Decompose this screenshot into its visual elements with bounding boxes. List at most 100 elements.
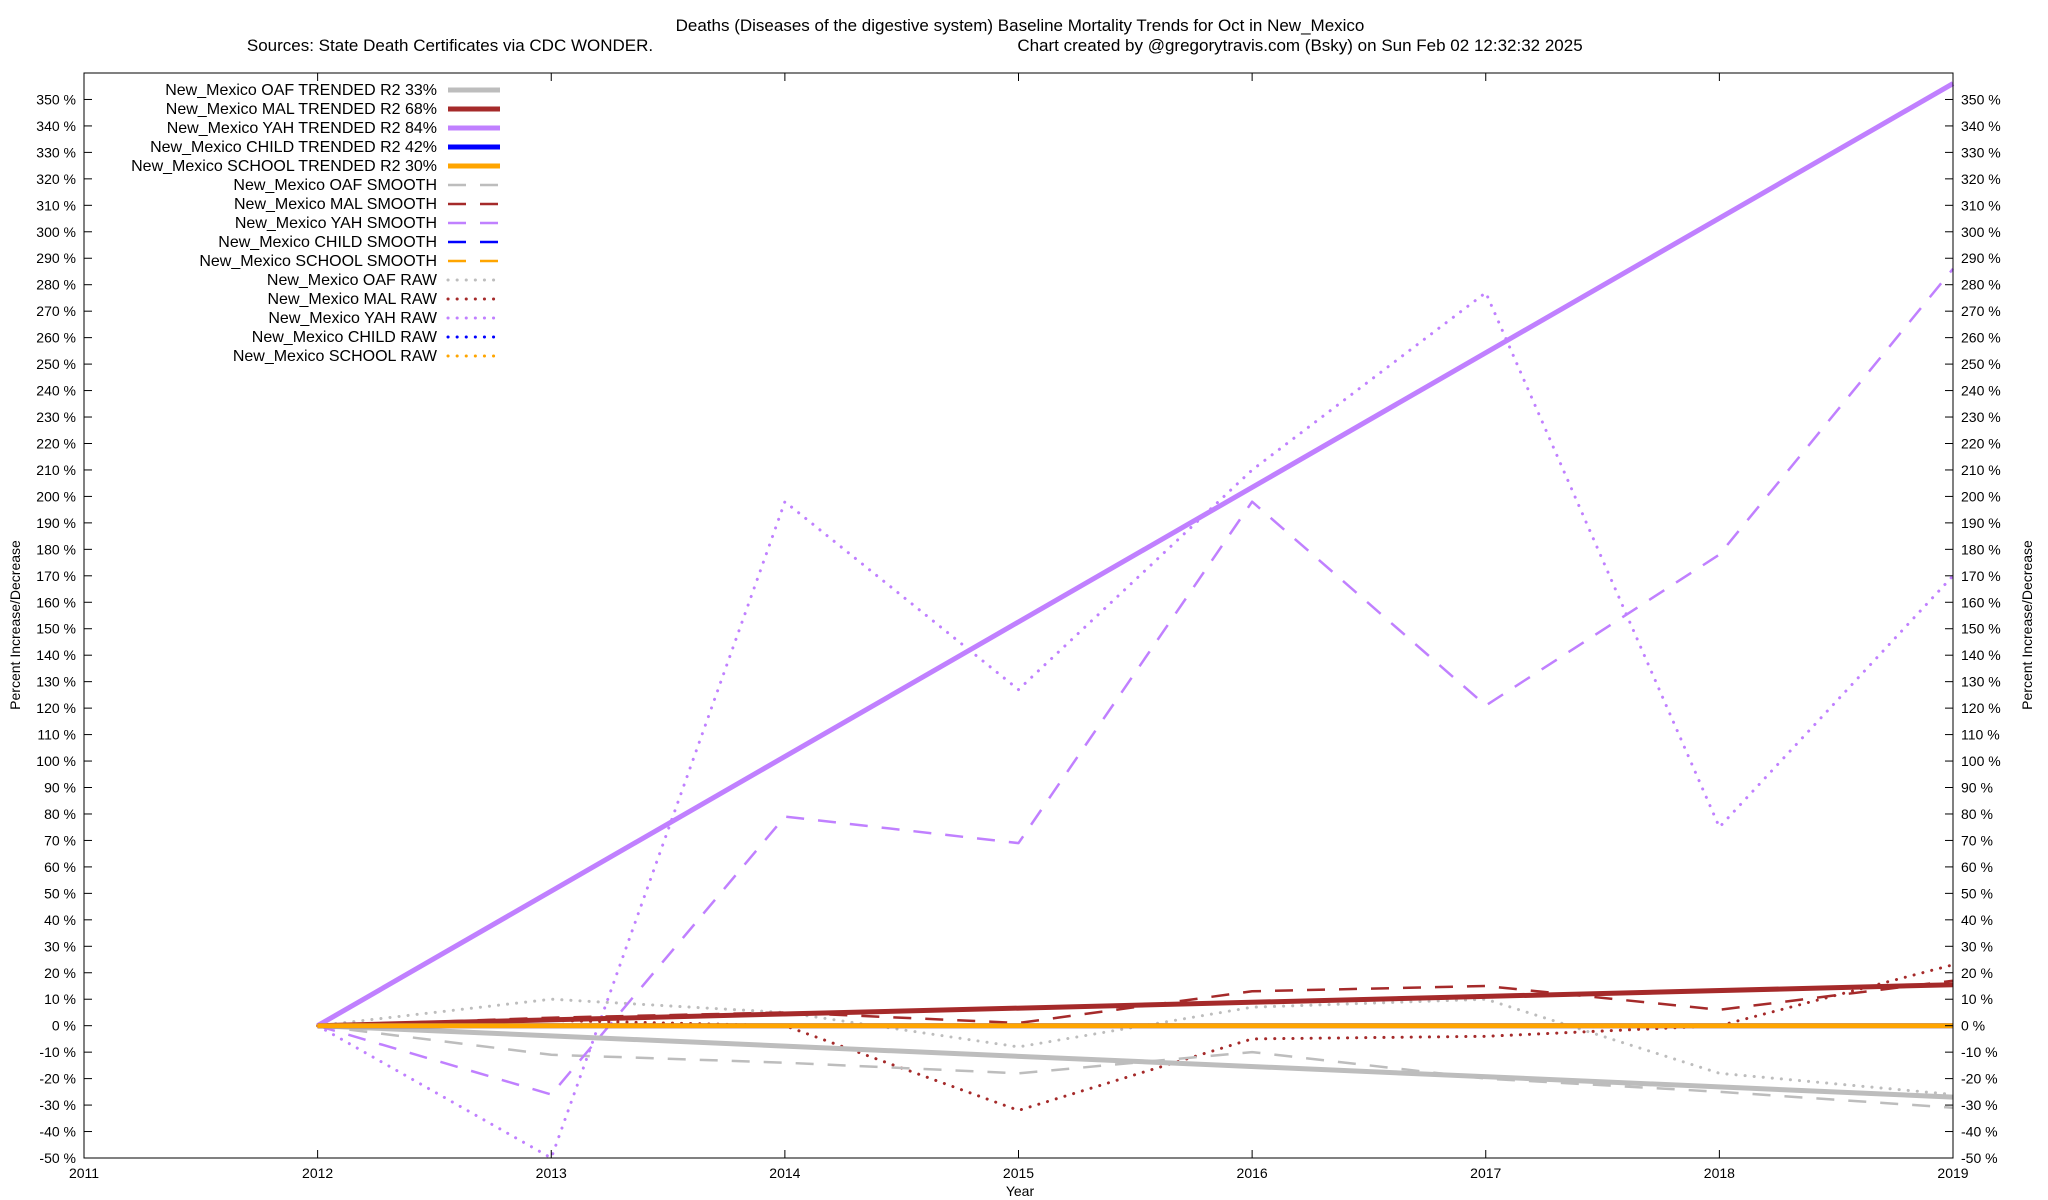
chart-subtitle-source: Sources: State Death Certificates via CD… xyxy=(247,36,653,55)
y-tick-label-right: 260 % xyxy=(1961,330,2001,346)
y-tick-label-right: 80 % xyxy=(1961,806,1993,822)
x-tick-label: 2015 xyxy=(1003,1165,1034,1181)
y-tick-label-left: -20 % xyxy=(39,1071,76,1087)
y-tick-label-left: 210 % xyxy=(36,462,76,478)
y-tick-label-right: 340 % xyxy=(1961,118,2001,134)
x-tick-label: 2014 xyxy=(769,1165,800,1181)
y-tick-label-right: 350 % xyxy=(1961,91,2001,107)
y-tick-label-left: 0 % xyxy=(52,1018,76,1034)
legend-label-14: New_Mexico SCHOOL RAW xyxy=(233,348,438,365)
series-line-2 xyxy=(316,81,1955,1028)
y-tick-label-right: 50 % xyxy=(1961,885,1993,901)
y-tick-label-right: 280 % xyxy=(1961,277,2001,293)
y-tick-label-right: 60 % xyxy=(1961,859,1993,875)
chart-title: Deaths (Diseases of the digestive system… xyxy=(676,16,1365,35)
legend-label-3: New_Mexico CHILD TRENDED R2 42% xyxy=(150,139,437,156)
legend-label-13: New_Mexico CHILD RAW xyxy=(252,329,438,346)
legend-label-6: New_Mexico MAL SMOOTH xyxy=(234,196,437,213)
y-tick-label-left: 200 % xyxy=(36,488,76,504)
y-tick-label-right: -40 % xyxy=(1961,1124,1998,1140)
y-tick-label-left: 40 % xyxy=(44,912,76,928)
y-tick-label-left: 350 % xyxy=(36,91,76,107)
y-tick-label-right: 200 % xyxy=(1961,488,2001,504)
y-tick-label-right: 20 % xyxy=(1961,965,1993,981)
y-tick-label-right: 300 % xyxy=(1961,224,2001,240)
y-tick-label-right: 310 % xyxy=(1961,197,2001,213)
y-tick-label-left: -50 % xyxy=(39,1150,76,1166)
legend-label-12: New_Mexico YAH RAW xyxy=(268,310,438,327)
legend-label-2: New_Mexico YAH TRENDED R2 84% xyxy=(167,120,437,137)
y-tick-label-left: 320 % xyxy=(36,171,76,187)
y-tick-label-right: 120 % xyxy=(1961,700,2001,716)
y-tick-label-right: 130 % xyxy=(1961,674,2001,690)
y-tick-label-left: -40 % xyxy=(39,1124,76,1140)
legend: New_Mexico OAF TRENDED R2 33% New_Mexico … xyxy=(131,82,502,365)
x-tick-label: 2017 xyxy=(1470,1165,1501,1181)
x-tick-label: 2011 xyxy=(69,1165,99,1181)
y-tick-label-left: 160 % xyxy=(36,594,76,610)
y-tick-label-right: 240 % xyxy=(1961,383,2001,399)
y-tick-label-left: 170 % xyxy=(36,568,76,584)
y-tick-label-right: 40 % xyxy=(1961,912,1993,928)
x-axis-label: Year xyxy=(1006,1183,1035,1199)
y-tick-label-left: -10 % xyxy=(39,1044,76,1060)
y-tick-label-left: 130 % xyxy=(36,674,76,690)
y-tick-label-left: 90 % xyxy=(44,780,76,796)
y-tick-label-right: 30 % xyxy=(1961,938,1993,954)
y-tick-label-left: 20 % xyxy=(44,965,76,981)
y-tick-label-left: 220 % xyxy=(36,435,76,451)
y-tick-label-left: 120 % xyxy=(36,700,76,716)
y-tick-label-left: 180 % xyxy=(36,541,76,557)
series-line-10 xyxy=(316,997,1955,1096)
y-tick-label-left: 280 % xyxy=(36,277,76,293)
legend-label-0: New_Mexico OAF TRENDED R2 33% xyxy=(165,82,437,99)
y-tick-label-right: 140 % xyxy=(1961,647,2001,663)
x-tick-label: 2019 xyxy=(1937,1165,1968,1181)
y-tick-label-right: 290 % xyxy=(1961,250,2001,266)
y-tick-label-right: 150 % xyxy=(1961,621,2001,637)
y-tick-label-left: -30 % xyxy=(39,1097,76,1113)
y-tick-label-left: 300 % xyxy=(36,224,76,240)
y-tick-label-left: 250 % xyxy=(36,356,76,372)
y-tick-label-left: 190 % xyxy=(36,515,76,531)
legend-label-5: New_Mexico OAF SMOOTH xyxy=(233,177,437,194)
y-tick-label-left: 10 % xyxy=(44,991,76,1007)
y-axis-label-left: Percent Increase/Decrease xyxy=(7,540,23,710)
y-tick-label-right: 170 % xyxy=(1961,568,2001,584)
y-tick-label-left: 290 % xyxy=(36,250,76,266)
y-tick-label-right: 320 % xyxy=(1961,171,2001,187)
y-tick-label-left: 330 % xyxy=(36,144,76,160)
y-tick-label-left: 240 % xyxy=(36,383,76,399)
y-tick-label-right: 210 % xyxy=(1961,462,2001,478)
series-line-0 xyxy=(317,1023,1954,1100)
y-tick-label-left: 230 % xyxy=(36,409,76,425)
y-axis-label-right: Percent Increase/Decrease xyxy=(2019,540,2035,710)
axes-layer: -50 % -50 % -40 % -40 % -30 % -30 % -20 % -20 %… xyxy=(36,72,2001,1181)
y-tick-label-left: 260 % xyxy=(36,330,76,346)
y-tick-label-left: 340 % xyxy=(36,118,76,134)
series-line-12 xyxy=(316,291,1955,1160)
legend-label-7: New_Mexico YAH SMOOTH xyxy=(235,215,437,232)
y-tick-label-right: -20 % xyxy=(1961,1071,1998,1087)
y-tick-label-left: 100 % xyxy=(36,753,76,769)
legend-label-8: New_Mexico CHILD SMOOTH xyxy=(218,234,437,251)
y-tick-label-right: 90 % xyxy=(1961,780,1993,796)
y-tick-label-right: -50 % xyxy=(1961,1150,1998,1166)
y-tick-label-right: 70 % xyxy=(1961,832,1993,848)
y-tick-label-right: 270 % xyxy=(1961,303,2001,319)
legend-label-10: New_Mexico OAF RAW xyxy=(267,272,438,289)
y-tick-label-left: 140 % xyxy=(36,647,76,663)
y-tick-label-right: 160 % xyxy=(1961,594,2001,610)
legend-label-4: New_Mexico SCHOOL TRENDED R2 30% xyxy=(131,158,437,175)
y-tick-label-right: 100 % xyxy=(1961,753,2001,769)
y-tick-label-right: 230 % xyxy=(1961,409,2001,425)
series-line-7 xyxy=(317,268,1954,1096)
legend-label-9: New_Mexico SCHOOL SMOOTH xyxy=(199,253,437,270)
x-tick-label: 2013 xyxy=(536,1165,567,1181)
y-tick-label-right: 180 % xyxy=(1961,541,2001,557)
y-tick-label-right: 330 % xyxy=(1961,144,2001,160)
legend-label-11: New_Mexico MAL RAW xyxy=(267,291,437,308)
y-tick-label-right: 0 % xyxy=(1961,1018,1985,1034)
series-line-1 xyxy=(317,982,1954,1029)
